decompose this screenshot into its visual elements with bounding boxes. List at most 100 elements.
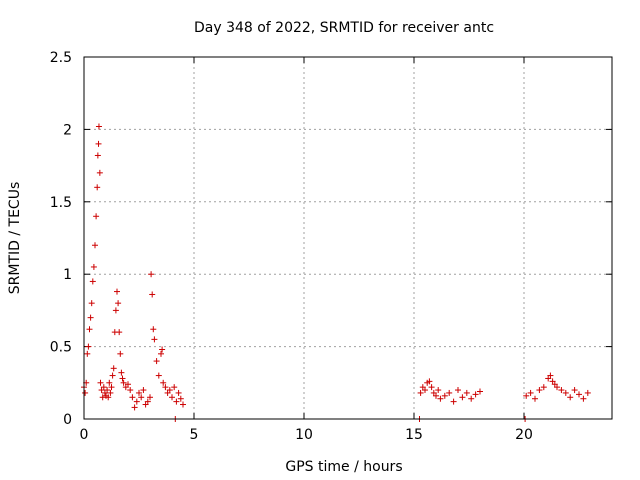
data-point [105, 394, 112, 401]
data-point [118, 369, 125, 376]
data-point [127, 387, 134, 394]
data-point [567, 394, 574, 401]
data-point [472, 391, 479, 398]
data-point [117, 350, 124, 357]
data-point [119, 375, 126, 382]
data-point [86, 326, 93, 333]
data-point [89, 278, 96, 285]
plot-frame [83, 56, 613, 420]
data-point [523, 392, 530, 399]
data-point [100, 384, 107, 391]
y-tick-label: 1 [63, 267, 72, 283]
data-point [459, 394, 466, 401]
data-point [441, 392, 448, 399]
data-point [417, 389, 424, 396]
data-point [477, 388, 483, 395]
data-point [92, 242, 98, 249]
data-point [153, 358, 160, 365]
data-point [125, 381, 131, 388]
data-point [120, 379, 127, 386]
data-point [158, 350, 164, 357]
data-point [162, 384, 169, 391]
data-point [155, 372, 162, 379]
y-tick-label: 0.5 [50, 340, 72, 356]
chart-title: Day 348 of 2022, SRMTID for receiver ant… [194, 20, 494, 36]
data-point [426, 378, 433, 385]
data-point [446, 389, 453, 396]
data-point [468, 395, 475, 402]
data-point [437, 395, 444, 402]
data-point [144, 398, 151, 405]
data-point [532, 395, 538, 402]
axis-ticks: 0 5 10 15 20 0 0.5 1 1.5 2 2.5 [50, 50, 612, 443]
data-point [140, 387, 147, 394]
data-point [138, 394, 145, 401]
data-point [147, 394, 153, 401]
data-point [112, 307, 119, 314]
y-tick-label: 2.5 [50, 50, 72, 66]
data-point [422, 387, 428, 394]
data-point [159, 346, 166, 353]
data-point [97, 379, 104, 386]
data-point [151, 336, 158, 343]
data-point [536, 387, 543, 394]
data-point [571, 387, 578, 394]
data-point [107, 389, 114, 396]
data-point [88, 300, 95, 307]
x-tick-label: 5 [190, 427, 199, 443]
data-point [110, 365, 117, 372]
data-point [85, 343, 92, 350]
data-points [81, 123, 591, 422]
data-point [95, 140, 102, 147]
data-point [106, 379, 113, 386]
data-point [428, 384, 435, 391]
y-tick-label: 0 [63, 412, 72, 428]
data-point [109, 372, 116, 379]
data-point [87, 314, 94, 321]
data-point [129, 394, 136, 401]
data-point [433, 392, 439, 399]
data-point [104, 387, 111, 394]
data-point [173, 398, 180, 405]
data-point [115, 300, 122, 307]
data-point [136, 389, 142, 396]
data-point [116, 329, 123, 336]
data-point [82, 389, 89, 396]
data-point [180, 401, 186, 408]
data-point [99, 394, 106, 401]
grid-lines [84, 57, 612, 419]
data-point [584, 389, 591, 396]
data-point [160, 379, 167, 386]
data-point [149, 291, 156, 298]
x-axis-label: GPS time / hours [285, 459, 402, 475]
data-point [114, 288, 120, 295]
data-point [148, 271, 155, 278]
data-point [177, 395, 184, 402]
data-point [540, 384, 547, 391]
data-point [576, 391, 582, 398]
data-point [93, 213, 100, 220]
data-point [527, 389, 534, 396]
data-point [558, 387, 565, 394]
y-tick-label: 2 [63, 122, 72, 138]
data-point [175, 389, 182, 396]
data-point [450, 398, 457, 405]
data-point [150, 326, 157, 333]
data-point [580, 395, 587, 402]
data-point [90, 263, 97, 270]
data-point [463, 389, 470, 396]
data-point [95, 123, 102, 130]
data-point [94, 152, 101, 159]
data-point [166, 387, 173, 394]
data-point [435, 387, 442, 394]
data-point [96, 169, 103, 176]
data-point [562, 389, 569, 396]
data-point [554, 384, 560, 391]
data-point [131, 404, 138, 411]
x-tick-label: 10 [295, 427, 313, 443]
data-point [84, 350, 91, 357]
x-tick-label: 15 [405, 427, 423, 443]
data-point [455, 387, 461, 394]
data-point [169, 394, 175, 401]
